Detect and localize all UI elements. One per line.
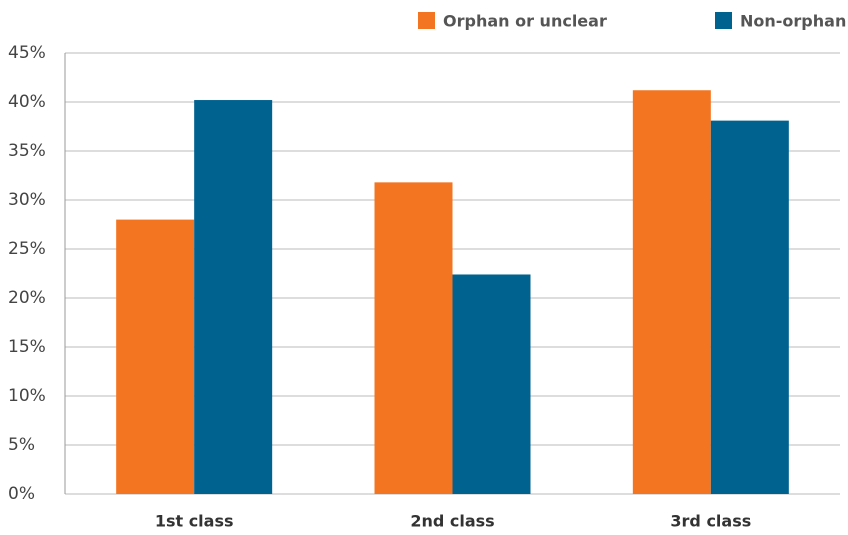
legend-swatch [715, 12, 732, 29]
x-tick-label: 3rd class [670, 512, 751, 531]
bar [452, 274, 531, 494]
y-tick-label: 25% [8, 239, 46, 259]
bar [710, 120, 789, 495]
y-tick-label: 35% [8, 141, 46, 161]
legend-label: Non-orphan [740, 12, 846, 31]
bar [632, 90, 711, 495]
y-tick-label: 40% [8, 92, 46, 112]
y-tick-label: 45% [8, 43, 46, 63]
bar [374, 182, 453, 495]
bar [116, 219, 195, 494]
y-tick-label: 10% [8, 386, 46, 406]
x-tick-label: 2nd class [410, 512, 494, 531]
y-tick-label: 30% [8, 190, 46, 210]
y-tick-label: 5% [8, 435, 35, 455]
legend-label: Orphan or unclear [443, 12, 607, 31]
legend-swatch [418, 12, 435, 29]
y-tick-label: 0% [8, 484, 35, 504]
bar [194, 100, 273, 494]
y-tick-label: 15% [8, 337, 46, 357]
y-tick-label: 20% [8, 288, 46, 308]
x-tick-label: 1st class [155, 512, 234, 531]
